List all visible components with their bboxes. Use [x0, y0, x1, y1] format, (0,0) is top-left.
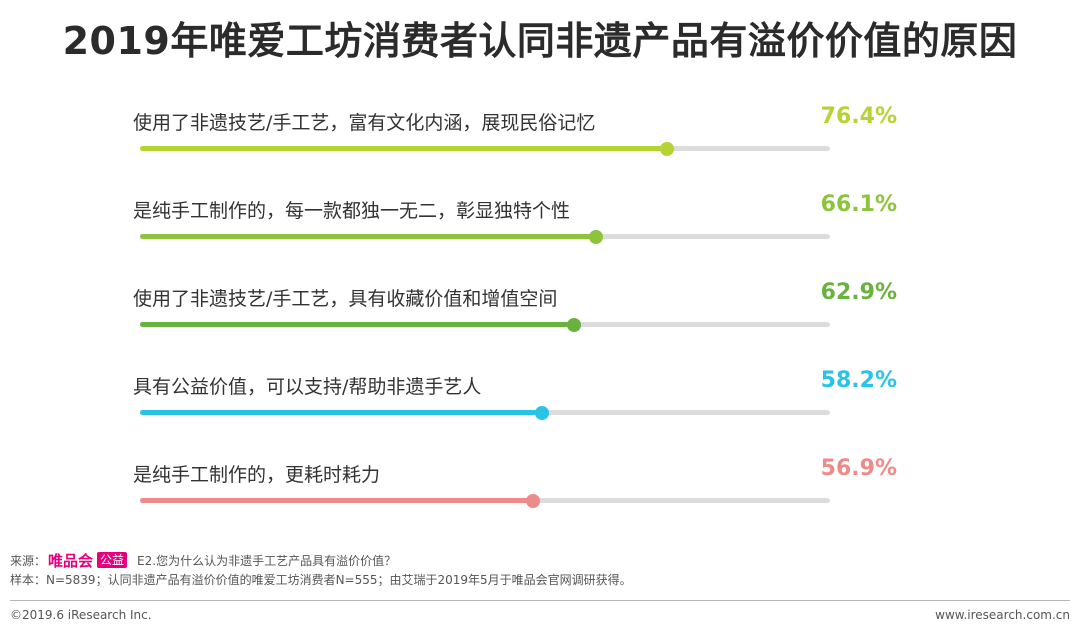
value-label: 56.9% — [820, 456, 897, 481]
charity-badge: 公益 — [97, 552, 128, 568]
bar-row: 是纯手工制作的，更耗时耗力 56.9% — [0, 442, 1080, 530]
bar-end-dot — [567, 317, 581, 332]
category-label: 是纯手工制作的，更耗时耗力 — [133, 464, 381, 486]
category-label: 是纯手工制作的，每一款都独一无二，彰显独特个性 — [133, 200, 571, 222]
footer-notes: 来源： 唯品会 公益 E2.您为什么认为非遗手工艺产品具有溢价价值？ 样本：N=… — [10, 550, 632, 588]
sample-note: 样本：N=5839；认同非遗产品有溢价价值的唯爱工坊消费者N=555；由艾瑞于2… — [10, 573, 632, 587]
bar-end-dot — [534, 405, 549, 420]
value-label: 76.4% — [820, 104, 897, 129]
bar-track — [140, 229, 830, 244]
category-label: 使用了非遗技艺/手工艺，富有文化内涵，展现民俗记忆 — [133, 112, 596, 134]
website-url: www.iresearch.com.cn — [935, 608, 1070, 622]
bar-track — [140, 405, 830, 420]
bar-fill — [140, 410, 542, 415]
bar-track — [140, 141, 830, 156]
source-line: 来源： 唯品会 公益 E2.您为什么认为非遗手工艺产品具有溢价价值？ — [10, 550, 632, 570]
bar-row: 是纯手工制作的，每一款都独一无二，彰显独特个性 66.1% — [0, 178, 1080, 266]
bar-end-dot — [589, 229, 604, 244]
bar-fill — [140, 322, 574, 327]
vipshop-logo: 唯品会 — [48, 551, 94, 570]
source-label: 来源： — [10, 553, 47, 568]
footer-divider — [10, 600, 1070, 601]
value-label: 58.2% — [820, 368, 897, 393]
bar-fill — [140, 146, 668, 151]
page-title: 2019年唯爱工坊消费者认同非遗产品有溢价价值的原因 — [62, 19, 1018, 63]
bar-row: 使用了非遗技艺/手工艺，富有文化内涵，展现民俗记忆 76.4% — [0, 90, 1080, 178]
bar-chart: 使用了非遗技艺/手工艺，富有文化内涵，展现民俗记忆 76.4% 是纯手工制作的，每一… — [0, 90, 1080, 530]
bar-row: 使用了非遗技艺/手工艺，具有收藏价值和增值空间 62.9% — [0, 266, 1080, 354]
category-label: 具有公益价值，可以支持/帮助非遗手艺人 — [133, 376, 482, 398]
bar-row: 具有公益价值，可以支持/帮助非遗手艺人 58.2% — [0, 354, 1080, 442]
category-label: 使用了非遗技艺/手工艺，具有收藏价值和增值空间 — [133, 288, 558, 310]
bar-track — [140, 317, 830, 332]
bar-end-dot — [660, 141, 675, 156]
survey-question: E2.您为什么认为非遗手工艺产品具有溢价价值？ — [137, 553, 397, 568]
bar-end-dot — [525, 493, 540, 508]
bar-track — [140, 493, 830, 508]
value-label: 66.1% — [820, 192, 897, 217]
bar-fill — [140, 234, 597, 239]
bar-fill — [140, 498, 533, 503]
value-label: 62.9% — [820, 280, 897, 305]
copyright: ©2019.6 iResearch Inc. — [10, 608, 152, 622]
